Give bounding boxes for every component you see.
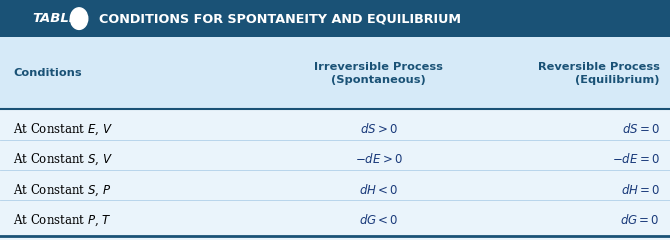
Text: $dH < 0$: $dH < 0$ — [359, 183, 398, 197]
Text: At Constant $\mathit{P}$, $\mathit{T}$: At Constant $\mathit{P}$, $\mathit{T}$ — [13, 212, 113, 228]
Text: $dH = 0$: $dH = 0$ — [620, 183, 660, 197]
Text: $dS > 0$: $dS > 0$ — [360, 122, 397, 136]
Text: $dS = 0$: $dS = 0$ — [622, 122, 660, 136]
Text: At Constant $\mathit{S}$, $\mathit{V}$: At Constant $\mathit{S}$, $\mathit{V}$ — [13, 152, 113, 167]
Text: Irreversible Process
(Spontaneous): Irreversible Process (Spontaneous) — [314, 62, 443, 85]
Ellipse shape — [70, 8, 88, 30]
Text: TABLE: TABLE — [32, 12, 78, 25]
FancyBboxPatch shape — [0, 0, 670, 37]
Text: $dG = 0$: $dG = 0$ — [620, 213, 660, 227]
Text: $-dE = 0$: $-dE = 0$ — [612, 152, 660, 166]
Text: $-dE > 0$: $-dE > 0$ — [354, 152, 403, 166]
Text: At Constant $\mathit{E}$, $\mathit{V}$: At Constant $\mathit{E}$, $\mathit{V}$ — [13, 121, 113, 137]
Text: Reversible Process
(Equilibrium): Reversible Process (Equilibrium) — [538, 62, 660, 85]
Text: At Constant $\mathit{S}$, $\mathit{P}$: At Constant $\mathit{S}$, $\mathit{P}$ — [13, 182, 112, 198]
Text: CONDITIONS FOR SPONTANEITY AND EQUILIBRIUM: CONDITIONS FOR SPONTANEITY AND EQUILIBRI… — [99, 12, 461, 25]
FancyBboxPatch shape — [0, 37, 670, 109]
Text: $dG < 0$: $dG < 0$ — [358, 213, 399, 227]
Text: Conditions: Conditions — [13, 68, 82, 78]
